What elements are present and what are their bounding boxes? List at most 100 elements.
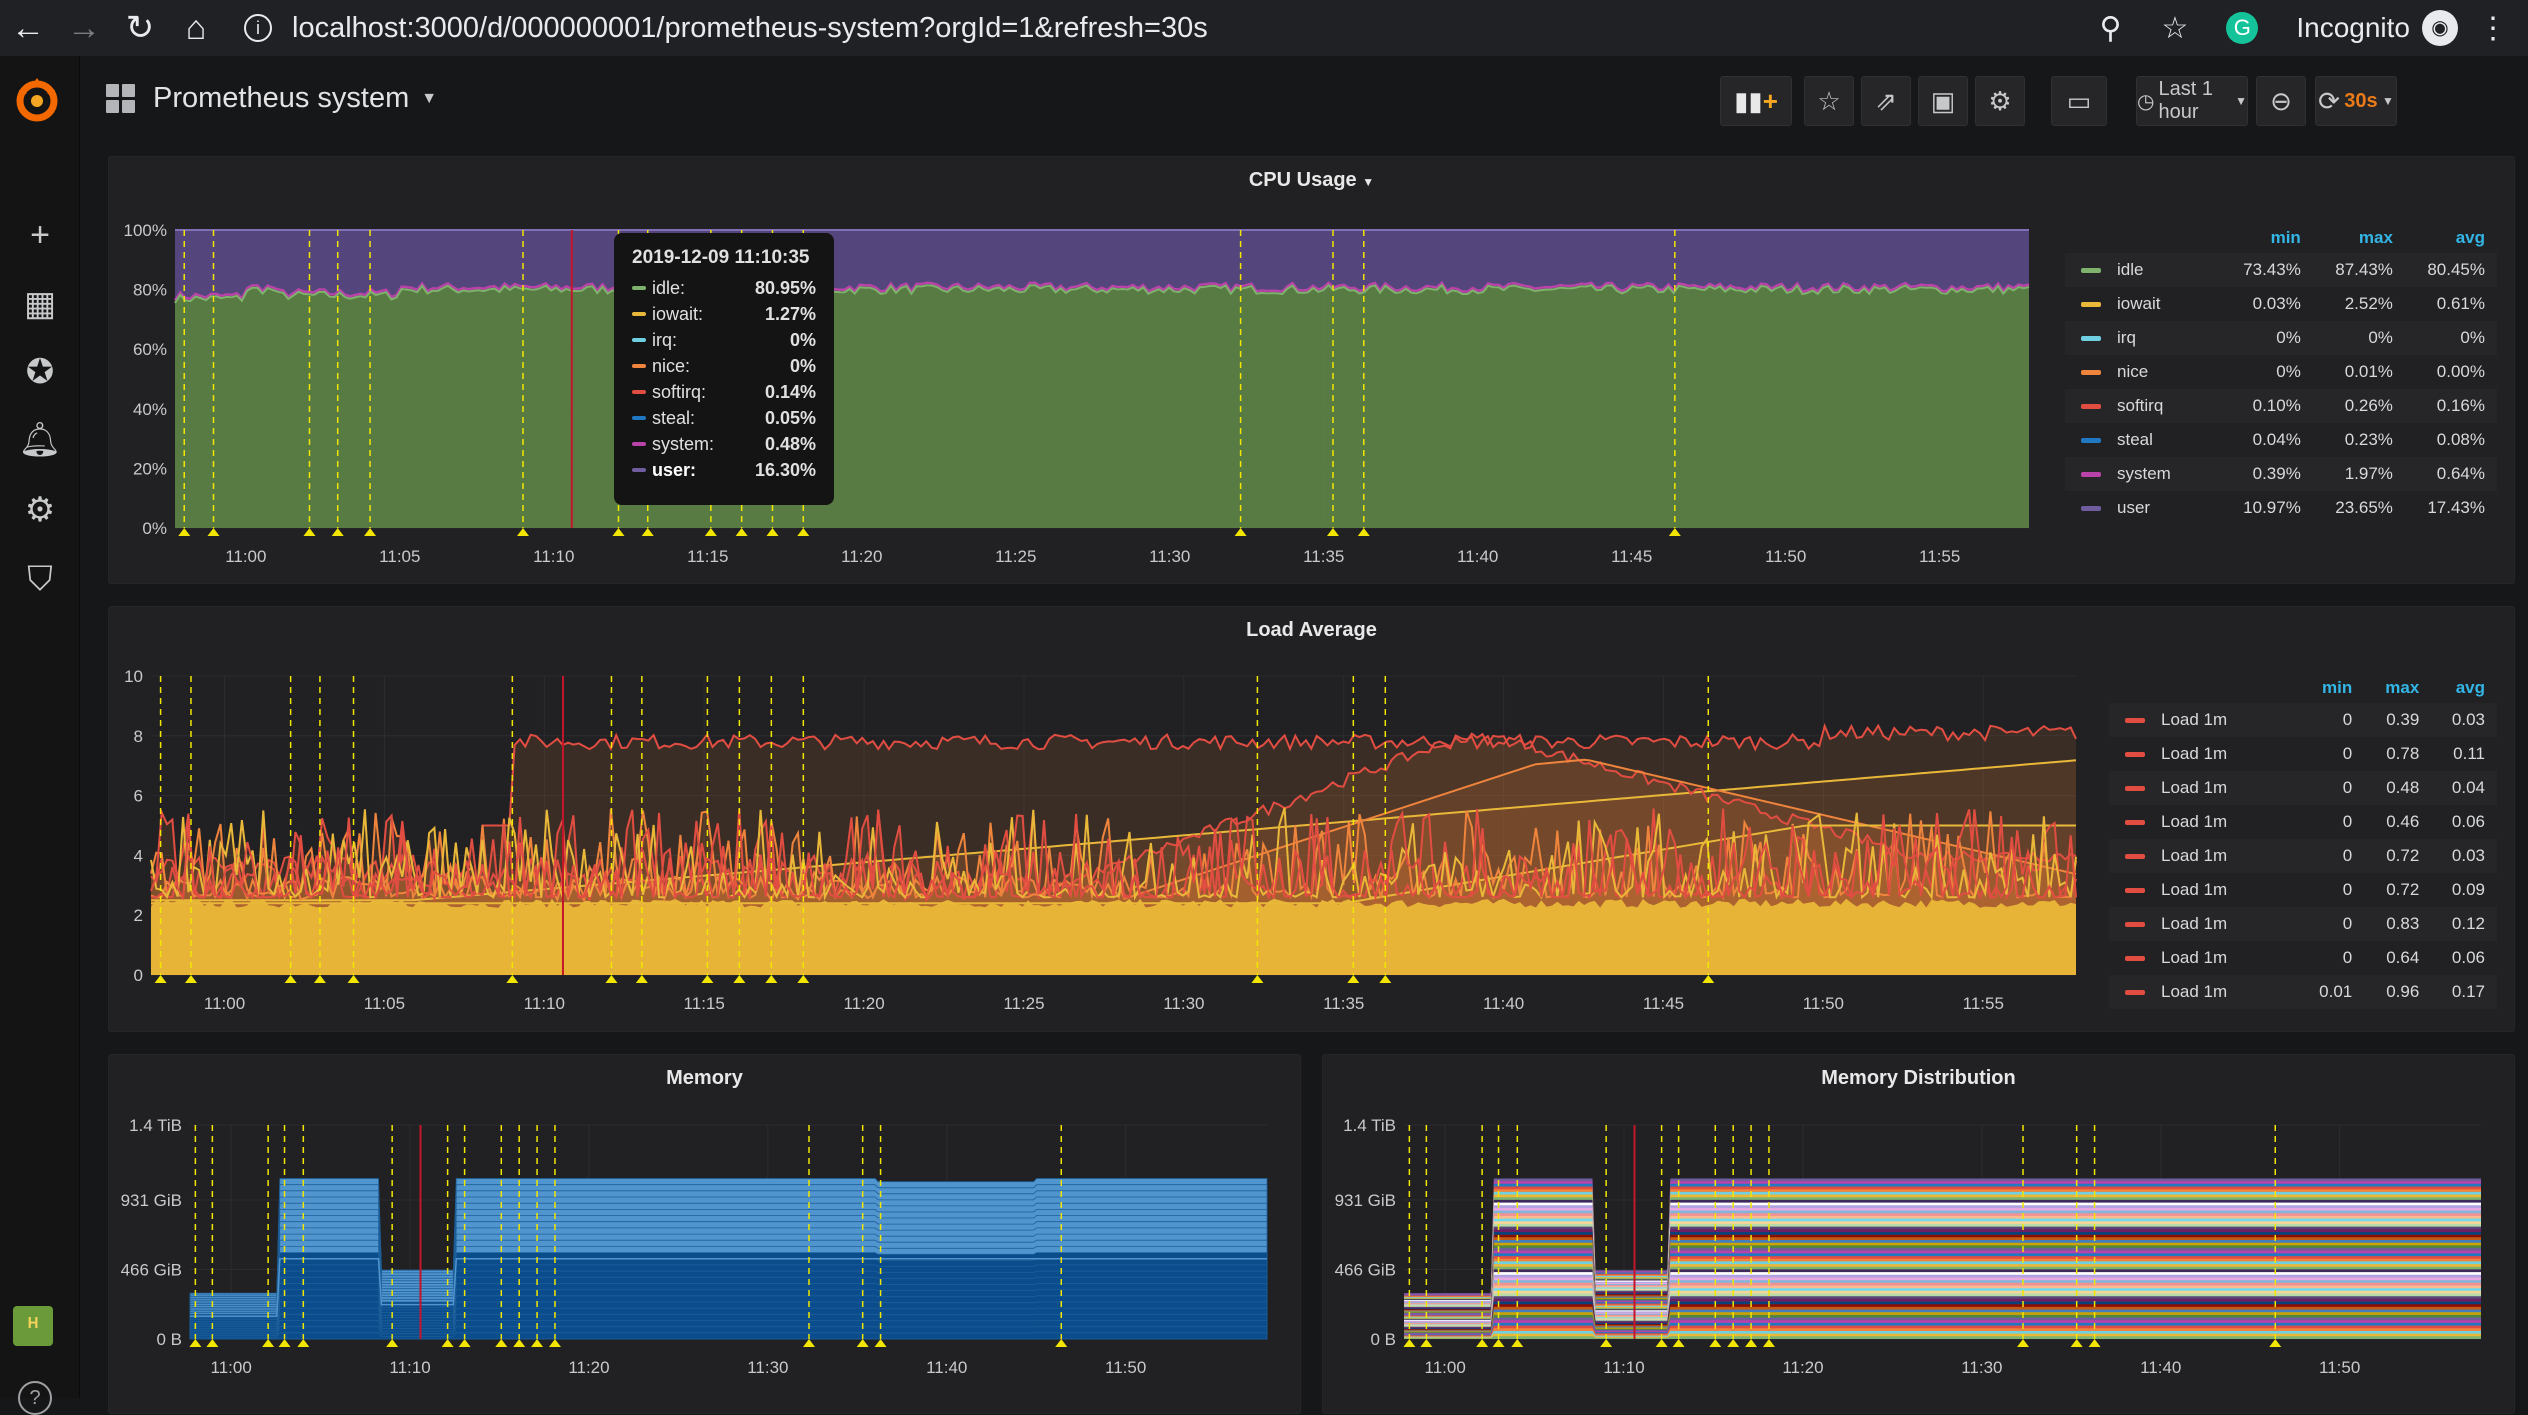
- legend-header-avg[interactable]: avg: [2455, 678, 2485, 697]
- grammarly-extension-icon[interactable]: G: [2226, 12, 2259, 44]
- series-name[interactable]: Load 1m: [2161, 846, 2228, 865]
- save-dashboard-button[interactable]: ▣: [1918, 76, 1968, 126]
- refresh-icon[interactable]: ⟳: [2318, 85, 2340, 116]
- share-dashboard-button[interactable]: ⇗: [1861, 76, 1911, 126]
- panel-title[interactable]: CPU Usage ▼: [1248, 169, 1375, 191]
- legend-row[interactable]: Load 1m 0 0.83 0.12: [2109, 907, 2497, 941]
- address-bar[interactable]: i localhost:3000/d/000000001/prometheus-s…: [244, 12, 2079, 45]
- series-name[interactable]: nice: [2117, 362, 2149, 381]
- reload-icon[interactable]: ↻: [125, 9, 155, 47]
- home-icon[interactable]: ⌂: [185, 8, 207, 47]
- legend-row[interactable]: nice 0% 0.01% 0.00%: [2065, 355, 2497, 389]
- legend-row[interactable]: Load 1m 0 0.39 0.03: [2109, 703, 2497, 737]
- load-average-graph[interactable]: 0 2 4 6 8 10 11:00 11:05 11:10 11:15 11:20 11:25 11:…: [109, 607, 2099, 1032]
- series-color-swatch[interactable]: [2125, 752, 2145, 758]
- legend-row[interactable]: system 0.39% 1.97% 0.64%: [2065, 457, 2497, 491]
- cpu-usage-graph[interactable]: 0% 20% 40% 60% 80% 100% 11:00 11:05 11:10 11:15 11…: [109, 157, 2059, 584]
- series-color-swatch[interactable]: [2125, 718, 2145, 724]
- browser-menu-icon[interactable]: ⋮: [2478, 11, 2508, 45]
- legend-row[interactable]: Load 1m 0 0.48 0.04: [2109, 771, 2497, 805]
- server-admin-shield-icon[interactable]: ⛉: [27, 560, 53, 598]
- series-color-swatch[interactable]: [2081, 506, 2101, 512]
- series-color-swatch[interactable]: [2081, 438, 2101, 444]
- legend-row[interactable]: Load 1m 0.218.235.55: [2109, 1009, 2497, 1019]
- series-name[interactable]: Load 1m: [2161, 1016, 2227, 1019]
- series-color-swatch[interactable]: [2081, 370, 2101, 376]
- series-color-swatch[interactable]: [2081, 472, 2101, 478]
- info-icon[interactable]: i: [244, 14, 272, 42]
- series-color-swatch[interactable]: [2125, 922, 2145, 928]
- legend-row[interactable]: Load 1m 0.01 0.96 0.17: [2109, 975, 2497, 1009]
- panel-title[interactable]: Memory Distribution: [1821, 1067, 2016, 1089]
- legend-row[interactable]: irq 0% 0% 0%: [2065, 321, 2497, 355]
- series-color-swatch[interactable]: [2081, 404, 2101, 410]
- series-color-swatch[interactable]: [2081, 336, 2101, 342]
- alerting-bell-icon[interactable]: 🔔︎: [18, 421, 62, 459]
- dashboard-settings-button[interactable]: ⚙: [1975, 76, 2025, 126]
- cycle-view-mode-button[interactable]: ▭: [2051, 76, 2107, 126]
- legend-row[interactable]: steal 0.04% 0.23% 0.08%: [2065, 423, 2497, 457]
- legend-header-avg[interactable]: avg: [2455, 228, 2485, 247]
- zoom-out-button[interactable]: ⊖: [2256, 76, 2306, 126]
- series-color-swatch[interactable]: [2125, 990, 2145, 996]
- series-name[interactable]: Load 1m: [2161, 880, 2228, 899]
- refresh-interval[interactable]: 30s: [2344, 89, 2378, 112]
- memory-distribution-graph[interactable]: 0 B 466 GiB 931 GiB 1.4 TiB 11:00 11:10 11:20 1…: [1323, 1055, 2515, 1414]
- explore-compass-icon[interactable]: ✪: [25, 353, 55, 391]
- load-legend[interactable]: min max avg Load 1m 0 0.39 0.03 Load 1m 0 0.78 0.1…: [2109, 673, 2497, 1019]
- series-name[interactable]: Load 1m: [2161, 710, 2228, 729]
- legend-row[interactable]: Load 1m 0 0.72 0.09: [2109, 873, 2497, 907]
- series-color-swatch[interactable]: [2125, 854, 2145, 860]
- legend-header-min[interactable]: min: [2322, 678, 2353, 697]
- series-name[interactable]: steal: [2117, 430, 2153, 449]
- series-name[interactable]: Load 1m: [2161, 948, 2228, 967]
- legend-row[interactable]: softirq 0.10% 0.26% 0.16%: [2065, 389, 2497, 423]
- grafana-logo-icon[interactable]: [12, 76, 62, 126]
- zoom-icon[interactable]: ⚲: [2099, 11, 2122, 45]
- legend-row[interactable]: Load 1m 0 0.72 0.03: [2109, 839, 2497, 873]
- create-plus-icon[interactable]: +: [30, 216, 50, 254]
- help-icon[interactable]: ?: [18, 1381, 52, 1415]
- user-avatar[interactable]: ᴴ: [13, 1306, 53, 1346]
- legend-row[interactable]: Load 1m 0 0.46 0.06: [2109, 805, 2497, 839]
- series-name[interactable]: system: [2117, 464, 2171, 483]
- bookmark-star-icon[interactable]: ☆: [2161, 11, 2189, 45]
- star-dashboard-button[interactable]: ☆: [1804, 76, 1854, 126]
- legend-row[interactable]: idle 73.43% 87.43% 80.45%: [2065, 253, 2497, 287]
- legend-row[interactable]: Load 1m 0 0.64 0.06: [2109, 941, 2497, 975]
- series-name[interactable]: Load 1m: [2161, 914, 2228, 933]
- incognito-icon[interactable]: ◉: [2422, 10, 2458, 46]
- panel-title[interactable]: Memory: [666, 1067, 743, 1089]
- series-name[interactable]: iowait: [2117, 294, 2161, 313]
- series-color-swatch[interactable]: [2125, 888, 2145, 894]
- series-color-swatch[interactable]: [2081, 302, 2101, 308]
- memory-graph[interactable]: 0 B 466 GiB 931 GiB 1.4 TiB 11:00 11:10 11:20 1…: [109, 1055, 1301, 1414]
- back-icon[interactable]: ←: [11, 8, 45, 47]
- configuration-gear-icon[interactable]: ⚙: [24, 491, 56, 529]
- legend-header-max[interactable]: max: [2385, 678, 2420, 697]
- url-text[interactable]: localhost:3000/d/000000001/prometheus-sy…: [292, 11, 1208, 44]
- forward-icon[interactable]: →: [67, 8, 101, 47]
- series-name[interactable]: softirq: [2117, 396, 2164, 415]
- legend-row[interactable]: iowait 0.03% 2.52% 0.61%: [2065, 287, 2497, 321]
- series-name[interactable]: Load 1m: [2161, 744, 2228, 763]
- series-name[interactable]: Load 1m: [2161, 982, 2228, 1001]
- series-color-swatch[interactable]: [2125, 820, 2145, 826]
- series-name[interactable]: user: [2117, 498, 2151, 517]
- series-color-swatch[interactable]: [2125, 956, 2145, 962]
- series-name[interactable]: Load 1m: [2161, 778, 2228, 797]
- dashboard-title[interactable]: Prometheus system: [153, 82, 410, 114]
- add-panel-button[interactable]: ▮▮+: [1720, 76, 1792, 126]
- legend-row[interactable]: user 10.97% 23.65% 17.43%: [2065, 491, 2497, 525]
- panel-title[interactable]: Load Average: [1246, 619, 1377, 641]
- dashboards-grid-icon[interactable]: ▦: [23, 285, 57, 323]
- dashboard-title-picker[interactable]: Prometheus system ▼: [106, 82, 437, 115]
- series-name[interactable]: idle: [2117, 260, 2144, 279]
- refresh-picker[interactable]: ⟳ 30s ▼: [2315, 76, 2397, 126]
- series-name[interactable]: irq: [2117, 328, 2136, 347]
- legend-row[interactable]: Load 1m 0 0.78 0.11: [2109, 737, 2497, 771]
- time-picker-button[interactable]: ◷ Last 1 hour ▼: [2136, 76, 2248, 126]
- series-color-swatch[interactable]: [2081, 268, 2101, 274]
- legend-header-min[interactable]: min: [2270, 228, 2301, 247]
- profile-label[interactable]: Incognito: [2296, 12, 2410, 43]
